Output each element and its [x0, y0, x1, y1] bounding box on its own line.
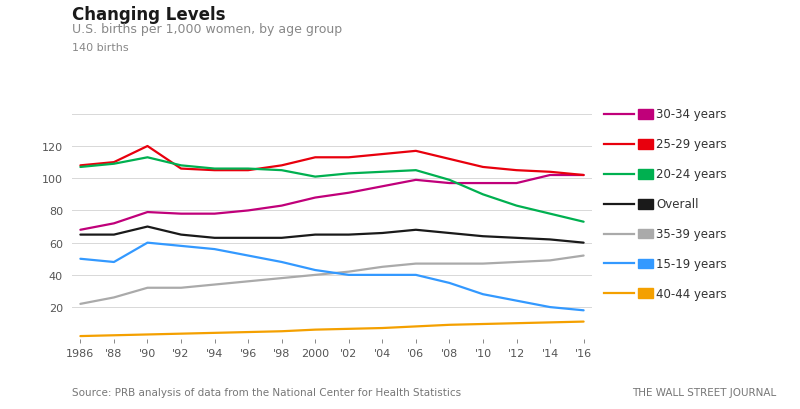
Text: 40-44 years: 40-44 years — [656, 287, 726, 300]
Text: Source: PRB analysis of data from the National Center for Health Statistics: Source: PRB analysis of data from the Na… — [72, 387, 461, 397]
Text: 35-39 years: 35-39 years — [656, 227, 726, 240]
Text: 140 births: 140 births — [72, 43, 129, 53]
Text: 25-29 years: 25-29 years — [656, 138, 726, 151]
Text: 30-34 years: 30-34 years — [656, 108, 726, 121]
Text: Overall: Overall — [656, 198, 698, 211]
Text: THE WALL STREET JOURNAL: THE WALL STREET JOURNAL — [632, 387, 776, 397]
Text: U.S. births per 1,000 women, by age group: U.S. births per 1,000 women, by age grou… — [72, 22, 342, 36]
Text: 15-19 years: 15-19 years — [656, 257, 726, 270]
Text: Changing Levels: Changing Levels — [72, 6, 226, 24]
Text: 20-24 years: 20-24 years — [656, 168, 726, 181]
